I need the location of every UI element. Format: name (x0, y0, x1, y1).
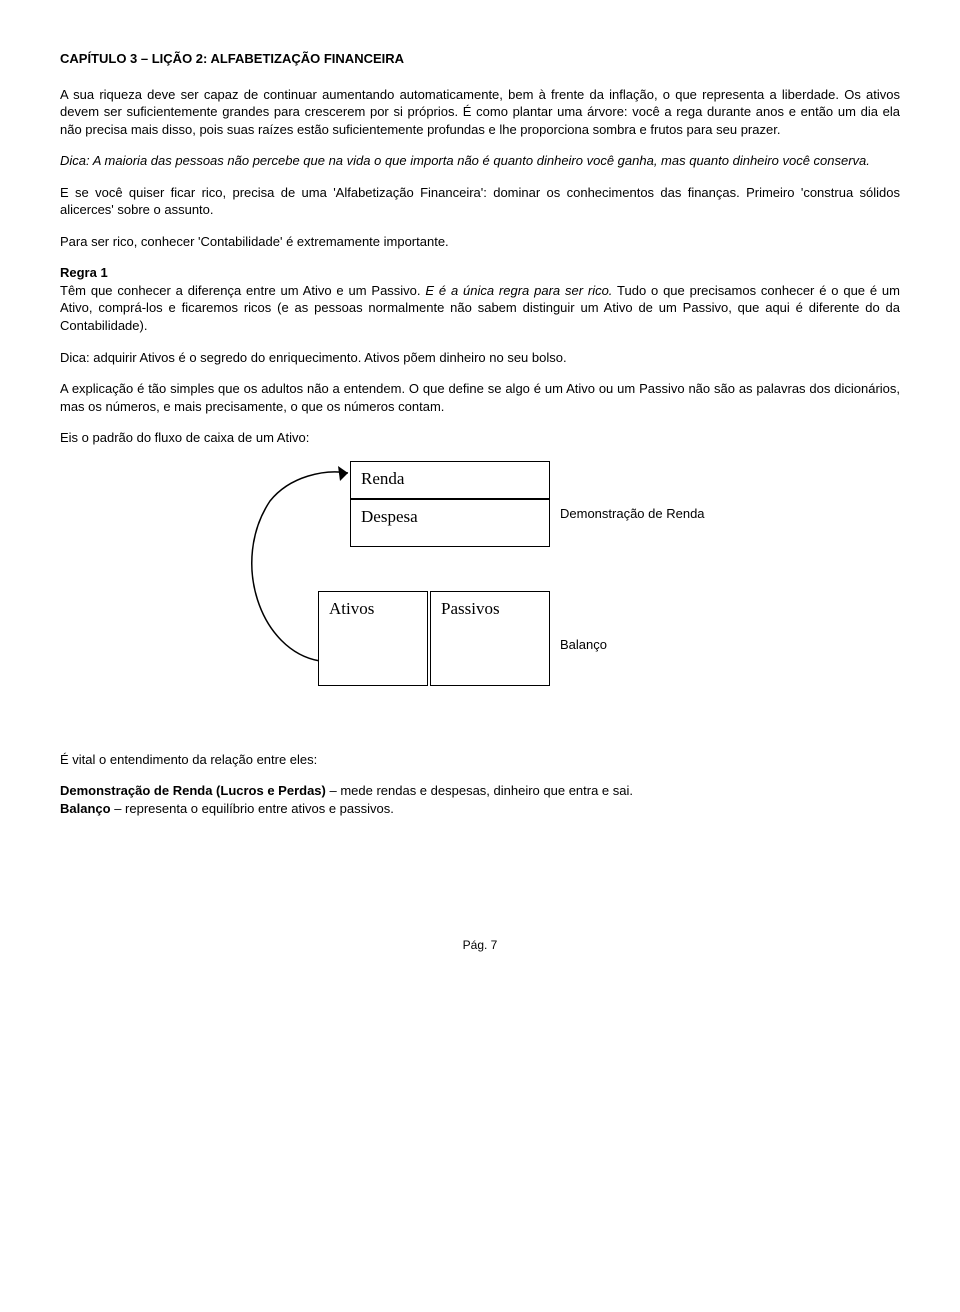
paragraph-tip-1: Dica: A maioria das pessoas não percebe … (60, 152, 900, 170)
paragraph-8: Eis o padrão do fluxo de caixa de um Ati… (60, 429, 900, 447)
box-despesa: Despesa (350, 499, 550, 547)
paragraph-5a: Têm que conhecer a diferença entre um At… (60, 283, 425, 298)
page-footer: Pág. 7 (60, 937, 900, 953)
box-passivos: Passivos (430, 591, 550, 686)
demo-renda-label: Demonstração de Renda (Lucros e Perdas) (60, 783, 326, 798)
demo-renda-desc: – mede rendas e despesas, dinheiro que e… (326, 783, 633, 798)
paragraph-1: A sua riqueza deve ser capaz de continua… (60, 86, 900, 139)
balanco-label-text: Balanço (60, 801, 111, 816)
label-balanco: Balanço (560, 636, 607, 654)
paragraph-9: É vital o entendimento da relação entre … (60, 751, 900, 769)
label-demonstracao: Demonstração de Renda (560, 505, 705, 523)
rule-heading: Regra 1 (60, 264, 900, 282)
paragraph-3: E se você quiser ficar rico, precisa de … (60, 184, 900, 219)
balanco-desc: – representa o equilíbrio entre ativos e… (111, 801, 394, 816)
box-ativos: Ativos (318, 591, 428, 686)
paragraph-10: Demonstração de Renda (Lucros e Perdas) … (60, 782, 900, 817)
paragraph-6: Dica: adquirir Ativos é o segredo do enr… (60, 349, 900, 367)
chapter-title: CAPÍTULO 3 – LIÇÃO 2: ALFABETIZAÇÃO FINA… (60, 50, 900, 68)
paragraph-5: Têm que conhecer a diferença entre um At… (60, 282, 900, 335)
paragraph-4: Para ser rico, conhecer 'Contabilidade' … (60, 233, 900, 251)
box-renda: Renda (350, 461, 550, 499)
cashflow-diagram: Renda Despesa Demonstração de Renda Ativ… (60, 461, 900, 721)
paragraph-7: A explicação é tão simples que os adulto… (60, 380, 900, 415)
paragraph-5b: E é a única regra para ser rico. (425, 283, 612, 298)
